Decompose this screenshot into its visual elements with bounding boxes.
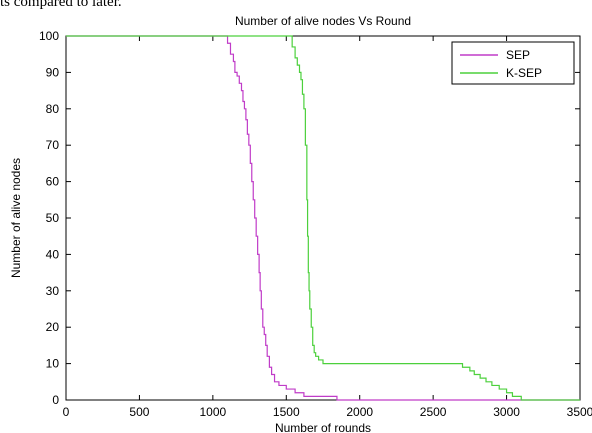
x-tick-label: 2500 xyxy=(420,405,447,419)
legend-box xyxy=(451,41,575,85)
y-tick-label: 90 xyxy=(46,65,60,79)
axes: 0 500 1000 1500 2000 2500 3000 3500 0 10 20 30 40 50 6… xyxy=(39,29,592,419)
y-tick-label: 70 xyxy=(46,138,60,152)
chart-title: Number of alive nodes Vs Round xyxy=(235,14,411,28)
x-axis-label: Number of rounds xyxy=(275,421,371,433)
legend: SEP K-SEP xyxy=(451,41,575,85)
x-tick-label: 2000 xyxy=(346,405,373,419)
plot-frame xyxy=(65,35,581,401)
y-tick-label: 60 xyxy=(46,175,60,189)
y-tick-label: 50 xyxy=(46,211,60,225)
y-tick-label: 100 xyxy=(39,29,59,43)
x-tick-label: 1500 xyxy=(273,405,300,419)
legend-label-sep: SEP xyxy=(506,48,530,62)
x-tick-label: 500 xyxy=(129,405,149,419)
y-tick-label: 20 xyxy=(46,320,60,334)
series-layer xyxy=(66,35,580,401)
series-line-k-sep xyxy=(66,35,580,401)
x-tick-label: 0 xyxy=(63,405,70,419)
y-tick-label: 30 xyxy=(46,284,60,298)
series-line-sep xyxy=(66,35,580,401)
y-axis-label: Number of alive nodes xyxy=(9,158,23,278)
x-tick-label: 3000 xyxy=(493,405,520,419)
x-tick-label: 3500 xyxy=(567,405,592,419)
y-tick-label: 40 xyxy=(46,247,60,261)
caption-fragment: ts compared to later. xyxy=(0,0,122,10)
x-tick-label: 1000 xyxy=(200,405,227,419)
y-tick-label: 80 xyxy=(46,102,60,116)
legend-label-k-sep: K-SEP xyxy=(506,66,542,80)
y-tick-label: 0 xyxy=(52,393,59,407)
y-tick-label: 10 xyxy=(46,357,60,371)
